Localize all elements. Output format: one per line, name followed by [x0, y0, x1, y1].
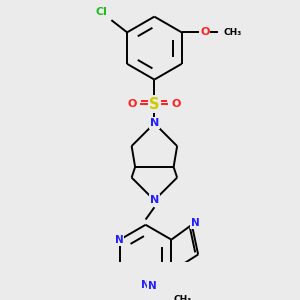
Text: CH₃: CH₃ [174, 296, 192, 300]
Text: O: O [172, 99, 181, 109]
Text: Cl: Cl [95, 7, 107, 16]
Text: N: N [150, 195, 159, 205]
Text: N: N [191, 218, 200, 228]
Text: N: N [148, 281, 157, 291]
Text: CH₃: CH₃ [224, 28, 242, 37]
Text: O: O [200, 27, 209, 38]
Text: S: S [149, 97, 160, 112]
Text: N: N [115, 235, 123, 244]
Text: O: O [128, 99, 137, 109]
Text: N: N [150, 118, 159, 128]
Text: N: N [141, 280, 150, 290]
